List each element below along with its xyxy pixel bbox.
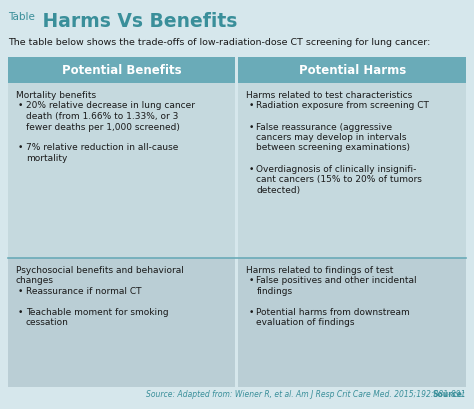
Bar — [8, 58, 236, 84]
Text: findings: findings — [256, 286, 292, 295]
Text: 20% relative decrease in lung cancer: 20% relative decrease in lung cancer — [26, 101, 195, 110]
Text: False reassurance (aggressive: False reassurance (aggressive — [256, 122, 392, 131]
Text: Teachable moment for smoking: Teachable moment for smoking — [26, 307, 169, 316]
Text: fewer deaths per 1,000 screened): fewer deaths per 1,000 screened) — [26, 122, 180, 131]
Text: •: • — [18, 307, 23, 316]
Text: changes: changes — [16, 276, 54, 285]
Text: Potential harms from downstream: Potential harms from downstream — [256, 307, 410, 316]
Text: Harms Vs Benefits: Harms Vs Benefits — [36, 12, 237, 31]
Text: Psychosocial benefits and behavioral: Psychosocial benefits and behavioral — [16, 265, 184, 274]
Text: Overdiagnosis of clinically insignifi-: Overdiagnosis of clinically insignifi- — [256, 164, 417, 173]
Text: evaluation of findings: evaluation of findings — [256, 317, 355, 326]
Text: Source: Adapted from: Wiener R, et al. Am J Resp Crit Care Med. 2015;192:881-891: Source: Adapted from: Wiener R, et al. A… — [146, 389, 466, 398]
Text: Harms related to findings of test: Harms related to findings of test — [246, 265, 394, 274]
Text: •: • — [18, 143, 23, 152]
Bar — [238, 258, 466, 387]
Bar — [8, 84, 236, 258]
Text: mortality: mortality — [26, 154, 67, 163]
Text: •: • — [248, 307, 254, 316]
Text: Radiation exposure from screening CT: Radiation exposure from screening CT — [256, 101, 429, 110]
Text: death (from 1.66% to 1.33%, or 3: death (from 1.66% to 1.33%, or 3 — [26, 112, 178, 121]
Text: •: • — [248, 276, 254, 285]
Text: Harms related to test characteristics: Harms related to test characteristics — [246, 91, 413, 100]
Text: The table below shows the trade-offs of low-radiation-dose CT screening for lung: The table below shows the trade-offs of … — [8, 38, 430, 47]
Text: •: • — [18, 286, 23, 295]
Text: Table: Table — [8, 12, 35, 22]
Text: •: • — [248, 101, 254, 110]
Text: cant cancers (15% to 20% of tumors: cant cancers (15% to 20% of tumors — [256, 175, 422, 184]
Text: cessation: cessation — [26, 317, 69, 326]
Text: Mortality benefits: Mortality benefits — [16, 91, 96, 100]
Text: False positives and other incidental: False positives and other incidental — [256, 276, 417, 285]
Text: Potential Benefits: Potential Benefits — [62, 64, 182, 77]
Text: between screening examinations): between screening examinations) — [256, 143, 410, 152]
Text: •: • — [248, 164, 254, 173]
Text: •: • — [248, 122, 254, 131]
Text: cancers may develop in intervals: cancers may develop in intervals — [256, 133, 407, 142]
Text: •: • — [18, 101, 23, 110]
Bar — [238, 84, 466, 258]
Text: Source:: Source: — [433, 389, 466, 398]
Bar — [8, 258, 236, 387]
Text: detected): detected) — [256, 185, 301, 194]
Text: Potential Harms: Potential Harms — [299, 64, 406, 77]
Text: Reassurance if normal CT: Reassurance if normal CT — [26, 286, 142, 295]
Bar — [238, 58, 466, 84]
Text: 7% relative reduction in all-cause: 7% relative reduction in all-cause — [26, 143, 178, 152]
